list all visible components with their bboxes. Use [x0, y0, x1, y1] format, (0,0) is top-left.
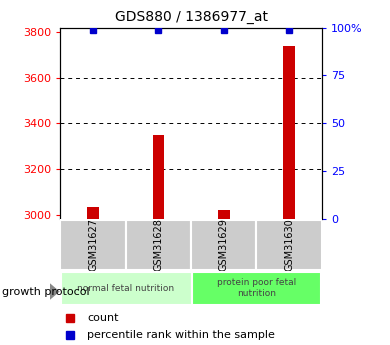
Text: GSM31630: GSM31630: [284, 219, 294, 271]
FancyBboxPatch shape: [191, 220, 257, 270]
Text: normal fetal nutrition: normal fetal nutrition: [77, 284, 174, 293]
FancyBboxPatch shape: [126, 220, 191, 270]
Bar: [218, 210, 230, 219]
Bar: [87, 207, 99, 219]
Bar: [283, 46, 295, 219]
Text: GSM31629: GSM31629: [219, 218, 229, 272]
FancyBboxPatch shape: [60, 220, 126, 270]
Text: count: count: [87, 313, 119, 323]
Text: GSM31627: GSM31627: [88, 218, 98, 272]
FancyBboxPatch shape: [257, 220, 322, 270]
FancyBboxPatch shape: [61, 272, 192, 305]
Text: protein poor fetal
nutrition: protein poor fetal nutrition: [217, 278, 296, 298]
Text: percentile rank within the sample: percentile rank within the sample: [87, 330, 275, 340]
FancyBboxPatch shape: [192, 272, 321, 305]
Polygon shape: [50, 283, 60, 300]
Title: GDS880 / 1386977_at: GDS880 / 1386977_at: [115, 10, 268, 24]
Bar: [152, 135, 164, 219]
Text: growth protocol: growth protocol: [2, 287, 90, 296]
Text: GSM31628: GSM31628: [153, 218, 163, 272]
